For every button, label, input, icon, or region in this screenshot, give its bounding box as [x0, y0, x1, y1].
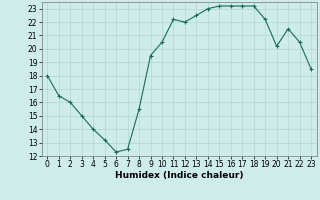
X-axis label: Humidex (Indice chaleur): Humidex (Indice chaleur) [115, 171, 244, 180]
